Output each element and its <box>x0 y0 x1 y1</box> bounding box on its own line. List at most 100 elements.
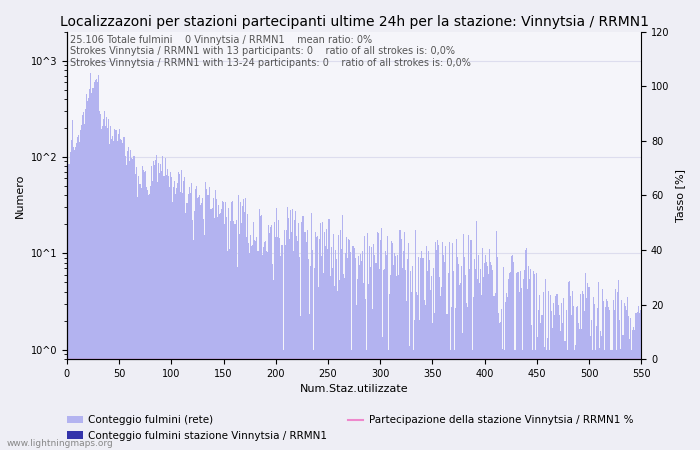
Bar <box>134 156 135 450</box>
Bar <box>82 115 83 450</box>
Bar <box>584 311 585 450</box>
Bar <box>545 279 546 450</box>
Bar <box>523 279 524 450</box>
Bar <box>624 303 625 450</box>
Bar <box>622 335 623 450</box>
Bar <box>382 337 383 450</box>
Bar <box>312 250 313 450</box>
Bar <box>332 234 334 450</box>
Bar <box>593 297 594 450</box>
Bar <box>305 242 307 450</box>
Bar <box>583 294 584 450</box>
Bar <box>103 119 104 450</box>
Bar <box>79 143 80 450</box>
Bar <box>139 184 141 450</box>
Bar <box>149 194 150 450</box>
Bar <box>550 295 551 450</box>
Bar <box>436 250 437 450</box>
Bar <box>249 253 250 450</box>
Bar <box>135 174 136 450</box>
Bar <box>98 75 99 450</box>
Bar <box>430 276 432 450</box>
Bar <box>244 212 245 450</box>
Bar <box>610 350 612 450</box>
Bar <box>324 232 326 450</box>
Bar <box>287 207 288 450</box>
Bar <box>400 239 402 450</box>
Bar <box>595 350 596 450</box>
Bar <box>424 305 426 450</box>
Bar <box>166 176 167 450</box>
Bar <box>519 271 521 450</box>
Bar <box>574 350 575 450</box>
Bar <box>268 225 269 450</box>
Bar <box>629 338 630 450</box>
Bar <box>393 265 394 450</box>
Bar <box>500 309 502 450</box>
Bar <box>196 186 197 450</box>
Bar <box>170 172 171 450</box>
Bar <box>239 202 241 450</box>
Bar <box>338 235 339 450</box>
Bar <box>252 245 253 450</box>
Bar <box>359 265 360 450</box>
Bar <box>533 271 534 450</box>
Bar <box>548 291 549 450</box>
Bar <box>392 243 393 450</box>
Bar <box>96 79 97 450</box>
Bar <box>606 299 608 450</box>
Bar <box>411 292 412 450</box>
Bar <box>492 270 493 450</box>
Bar <box>67 196 69 450</box>
Bar <box>623 335 624 450</box>
Bar <box>193 240 194 450</box>
Bar <box>540 323 542 450</box>
Bar <box>209 187 211 450</box>
Bar <box>636 312 638 450</box>
Bar <box>439 277 440 450</box>
Bar <box>553 303 554 450</box>
Bar <box>211 208 213 450</box>
Bar <box>510 272 511 450</box>
Bar <box>483 277 484 450</box>
Bar <box>402 251 404 450</box>
Bar <box>248 243 249 450</box>
Bar <box>614 310 615 450</box>
Bar <box>218 205 219 450</box>
Bar <box>76 143 77 450</box>
Bar <box>634 330 636 450</box>
Bar <box>285 245 286 450</box>
Bar <box>289 239 290 450</box>
Bar <box>557 294 558 450</box>
Bar <box>301 222 302 450</box>
Bar <box>101 129 102 450</box>
Bar <box>253 222 254 450</box>
Bar <box>69 152 71 450</box>
Bar <box>625 306 626 450</box>
Bar <box>340 230 341 450</box>
Bar <box>443 255 444 450</box>
Bar <box>254 240 256 450</box>
Bar <box>176 188 177 450</box>
Bar <box>304 232 305 450</box>
Bar <box>369 246 370 450</box>
Bar <box>498 323 500 450</box>
Bar <box>365 299 366 450</box>
Bar <box>462 333 463 450</box>
Bar <box>330 247 332 450</box>
Bar <box>582 291 583 450</box>
Bar <box>363 283 364 450</box>
Bar <box>316 238 317 450</box>
Bar <box>214 218 215 450</box>
Bar <box>480 269 481 450</box>
Bar <box>389 294 390 450</box>
Bar <box>234 224 235 450</box>
Bar <box>228 207 230 450</box>
Bar <box>168 176 169 450</box>
Bar <box>464 257 466 450</box>
Bar <box>126 165 127 450</box>
Bar <box>81 125 82 450</box>
Bar <box>477 279 478 450</box>
Bar <box>356 305 357 450</box>
Bar <box>145 171 146 450</box>
